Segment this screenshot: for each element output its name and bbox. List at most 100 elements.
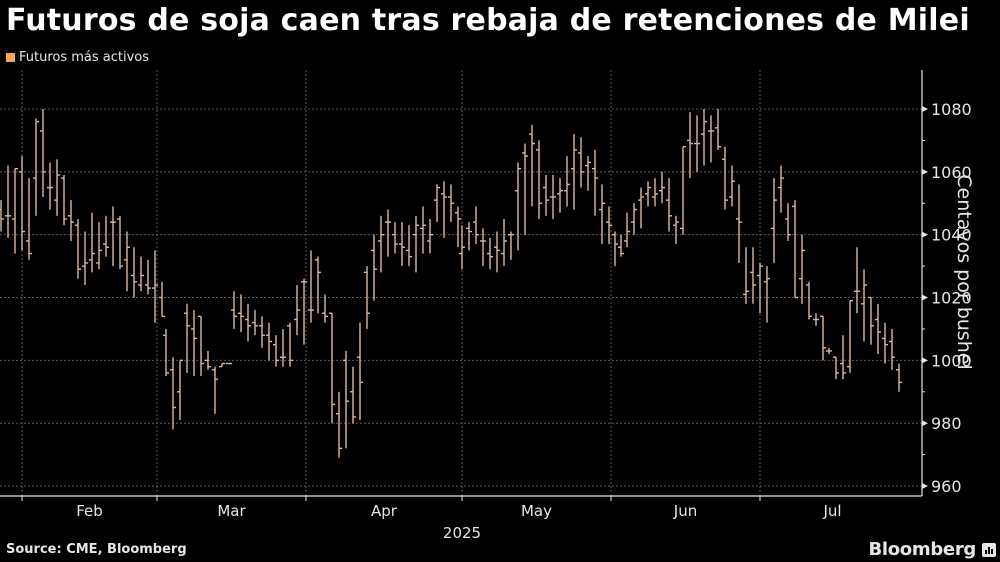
legend: Futuros más activos <box>6 50 149 65</box>
ohlc-bar <box>854 247 860 314</box>
ohlc-bar <box>599 184 605 245</box>
ohlc-bar <box>638 187 644 229</box>
ohlc-bar <box>606 206 612 245</box>
ohlc-bar <box>205 350 211 370</box>
ohlc-bar <box>896 363 902 392</box>
ohlc-bar <box>184 303 190 373</box>
ohlc-bar <box>631 203 637 235</box>
x-tick-label: Mar <box>217 502 246 520</box>
ohlc-bar <box>508 231 514 260</box>
ohlc-bar <box>301 278 307 345</box>
ohlc-bar <box>329 312 335 424</box>
x-year-label: 2025 <box>443 524 481 542</box>
ohlc-bar <box>68 200 74 241</box>
ohlc-bar <box>729 165 735 207</box>
ohlc-bar <box>441 181 447 238</box>
ohlc-bar <box>110 206 116 267</box>
ohlc-bar <box>466 222 472 251</box>
ohlc-bar <box>708 115 714 163</box>
x-tick-label: May <box>521 502 552 520</box>
brand-name: Bloomberg <box>868 539 976 560</box>
ohlc-bar <box>117 215 123 270</box>
y-tick-label: 1040 <box>931 226 972 245</box>
ohlc-bar <box>557 178 563 213</box>
ohlc-bar <box>231 291 237 329</box>
ohlc-bar <box>694 115 700 172</box>
ohlc-bar <box>564 156 570 207</box>
ohlc-bar <box>61 174 67 226</box>
ohlc-bar <box>833 356 839 380</box>
ohlc-bar <box>612 231 618 267</box>
ohlc-bar <box>820 315 826 361</box>
ohlc-bar <box>455 206 461 248</box>
y-tick-icon <box>922 483 928 490</box>
source-note: Source: CME, Bloomberg <box>6 542 187 557</box>
y-tick-icon <box>922 294 928 301</box>
ohlc-bar <box>543 174 549 216</box>
y-tick-label: 1000 <box>931 351 972 370</box>
ohlc-bar <box>343 350 349 449</box>
ohlc-bar <box>680 146 686 235</box>
ohlc-bar <box>364 266 370 329</box>
ohlc-bar <box>399 222 405 267</box>
ohlc-bar <box>273 335 279 367</box>
ohlc-bar <box>89 212 95 273</box>
axes: 960 980 1000 1020 1040 1060 1080 Feb Mar Apr May Ju… <box>0 70 972 542</box>
ohlc-bar <box>47 162 53 210</box>
x-tick-label: Jul <box>822 502 841 520</box>
ohlc-bar <box>26 178 32 260</box>
ohlc-bar <box>159 281 165 318</box>
ohlc-bar <box>12 167 18 254</box>
ohlc-bar <box>131 247 137 298</box>
ohlc-bar <box>198 315 204 377</box>
ohlc-bar <box>75 218 81 279</box>
ohlc-bar <box>585 156 591 191</box>
ohlc-bar <box>238 294 244 333</box>
ohlc-bar <box>459 225 465 270</box>
ohlc-bar <box>96 222 102 270</box>
ohlc-bar <box>413 215 419 273</box>
ohlc-bar <box>191 310 197 377</box>
ohlc-bar <box>778 165 784 213</box>
ohlc-bar <box>33 118 39 216</box>
legend-label: Futuros más activos <box>19 50 150 65</box>
ohlc-bar <box>645 181 651 207</box>
y-tick-label: 1020 <box>931 289 972 308</box>
ohlc-bar <box>785 203 791 241</box>
ohlc-bar <box>177 359 183 421</box>
ohlc-bar <box>473 206 479 245</box>
ohlc-bar <box>385 209 391 257</box>
y-tick-icon <box>922 420 928 427</box>
ohlc-bar <box>743 247 749 304</box>
x-tick-label: Feb <box>76 502 103 520</box>
brand: Bloomberg <box>868 539 996 560</box>
ohlc-bar <box>571 134 577 210</box>
ohlc-bar <box>757 262 763 314</box>
ohlc-bar <box>103 215 109 257</box>
ohlc-bar <box>406 225 412 267</box>
ohlc-bar <box>427 218 433 254</box>
ohlc-bar <box>266 322 272 361</box>
ohlc-bar <box>54 159 60 216</box>
ohlc-bar <box>536 140 542 219</box>
ohlc-bar <box>875 303 881 355</box>
ohlc-bar <box>666 178 672 232</box>
ohlc-bar <box>592 149 598 216</box>
ohlc-bar <box>799 234 805 304</box>
ohlc-bar <box>287 322 293 367</box>
ohlc-bar <box>764 266 770 323</box>
ohlc-bar <box>659 171 665 204</box>
ohlc-bar <box>420 206 426 254</box>
ohlc-bar <box>861 269 867 342</box>
ohlc-bar <box>624 212 630 248</box>
ohlc-bar <box>487 237 493 270</box>
ohlc-bar <box>847 299 853 373</box>
ohlc-bar <box>245 303 251 342</box>
ohlc-bar <box>434 184 440 223</box>
bloomberg-logo-icon <box>982 542 996 557</box>
ohlc-bar <box>138 256 144 292</box>
ohlc-bar <box>715 109 721 150</box>
x-tick-label: Apr <box>371 502 398 520</box>
ohlc-bar <box>550 174 556 219</box>
ohlc-bar <box>212 366 218 414</box>
